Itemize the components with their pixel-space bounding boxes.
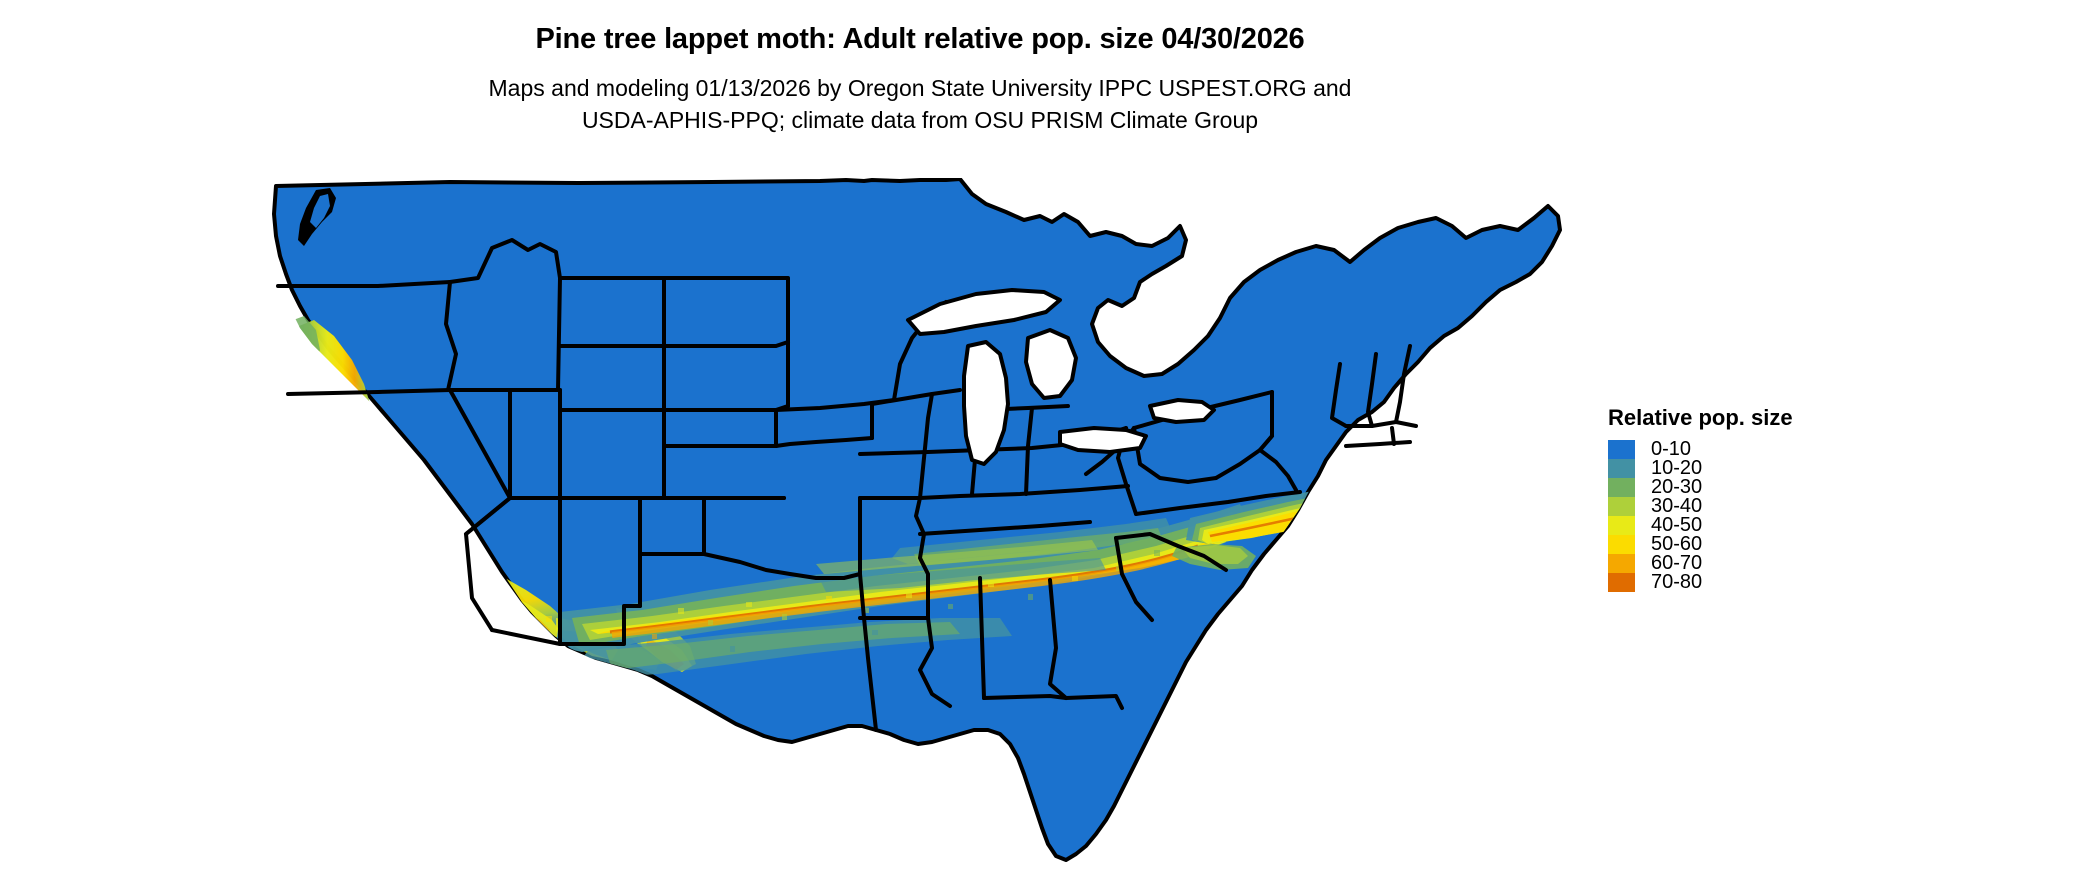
legend-row: 10-20 xyxy=(1608,457,1908,479)
legend-color-swatch xyxy=(1608,535,1635,554)
page-title: Pine tree lappet moth: Adult relative po… xyxy=(535,23,1305,55)
heat-region-midsouth xyxy=(816,518,1172,592)
legend-row: 30-40 xyxy=(1608,495,1908,517)
legend-label: 0-10 xyxy=(1651,438,1692,460)
title-block: Pine tree lappet moth: Adult relative po… xyxy=(0,22,1840,136)
legend-items: 0-10 10-20 20-30 30-40 40-50 50-60 60-70 70-80 xyxy=(1608,438,1908,593)
state-borders-layer xyxy=(276,238,1418,732)
legend-color-swatch xyxy=(1608,459,1635,478)
legend-color-swatch xyxy=(1608,516,1635,535)
lake-ontario xyxy=(1148,398,1216,424)
legend-color-swatch xyxy=(1608,554,1635,573)
legend-row: 20-30 xyxy=(1608,476,1908,498)
legend-label: 10-20 xyxy=(1651,457,1703,479)
legend-row: 60-70 xyxy=(1608,552,1908,574)
legend-color-swatch xyxy=(1608,440,1635,459)
map-canvas xyxy=(260,178,1590,878)
legend-row: 40-50 xyxy=(1608,514,1908,536)
legend-color-swatch xyxy=(1608,573,1635,592)
great-lakes-layer xyxy=(906,288,1216,466)
legend-label: 70-80 xyxy=(1651,571,1703,593)
legend-row: 0-10 xyxy=(1608,438,1908,460)
legend-label: 50-60 xyxy=(1651,533,1703,555)
legend-title: Relative pop. size xyxy=(1608,405,1793,430)
lake-superior xyxy=(906,288,1062,336)
legend-color-swatch xyxy=(1608,478,1635,497)
coastal-water-layer xyxy=(298,188,336,246)
map-subtitle: Maps and modeling 01/13/2026 by Oregon S… xyxy=(0,72,1840,136)
us-choropleth-map xyxy=(272,178,1562,862)
legend-label: 40-50 xyxy=(1651,514,1703,536)
legend-label: 20-30 xyxy=(1651,476,1703,498)
legend: Relative pop. size 0-10 10-20 20-30 30-40 40… xyxy=(1608,406,1908,592)
legend-color-swatch xyxy=(1608,497,1635,516)
lake-michigan xyxy=(962,340,1010,466)
legend-row: 70-80 xyxy=(1608,571,1908,593)
subtitle-line-1: Maps and modeling 01/13/2026 by Oregon S… xyxy=(488,75,1352,101)
subtitle-line-2: USDA-APHIS-PPQ; climate data from OSU PR… xyxy=(581,107,1259,133)
legend-label: 30-40 xyxy=(1651,495,1703,517)
lake-huron xyxy=(1024,328,1078,400)
legend-label: 60-70 xyxy=(1651,552,1703,574)
lake-erie xyxy=(1058,426,1148,454)
legend-row: 50-60 xyxy=(1608,533,1908,555)
